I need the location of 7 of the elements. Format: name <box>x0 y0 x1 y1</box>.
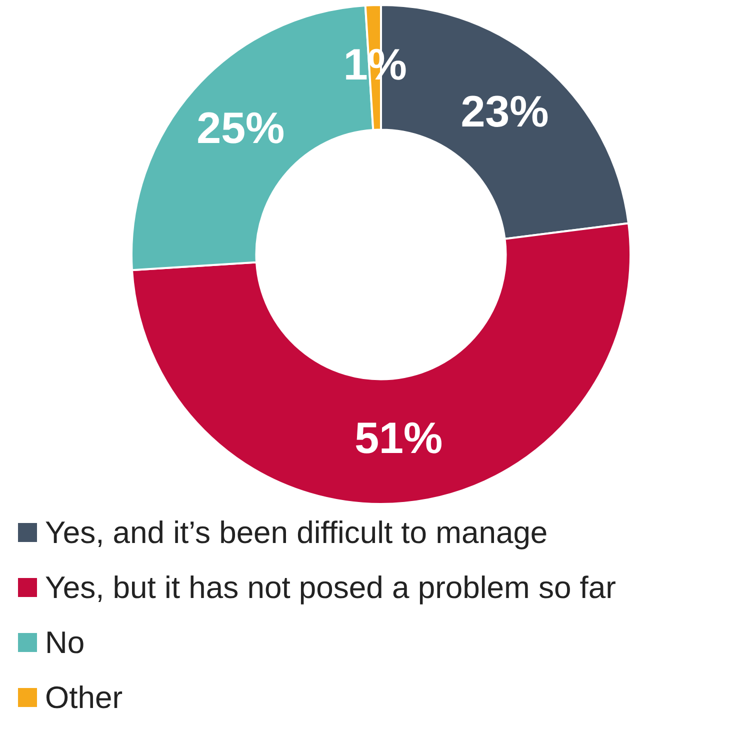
legend-label: Yes, but it has not posed a problem so far <box>45 570 616 606</box>
legend-label: Other <box>45 680 123 716</box>
legend-label: Yes, and it’s been difficult to manage <box>45 514 548 550</box>
legend-label: No <box>45 624 85 660</box>
data-label: 51% <box>354 414 443 463</box>
data-label: 25% <box>196 104 285 153</box>
data-label: 23% <box>460 87 549 136</box>
